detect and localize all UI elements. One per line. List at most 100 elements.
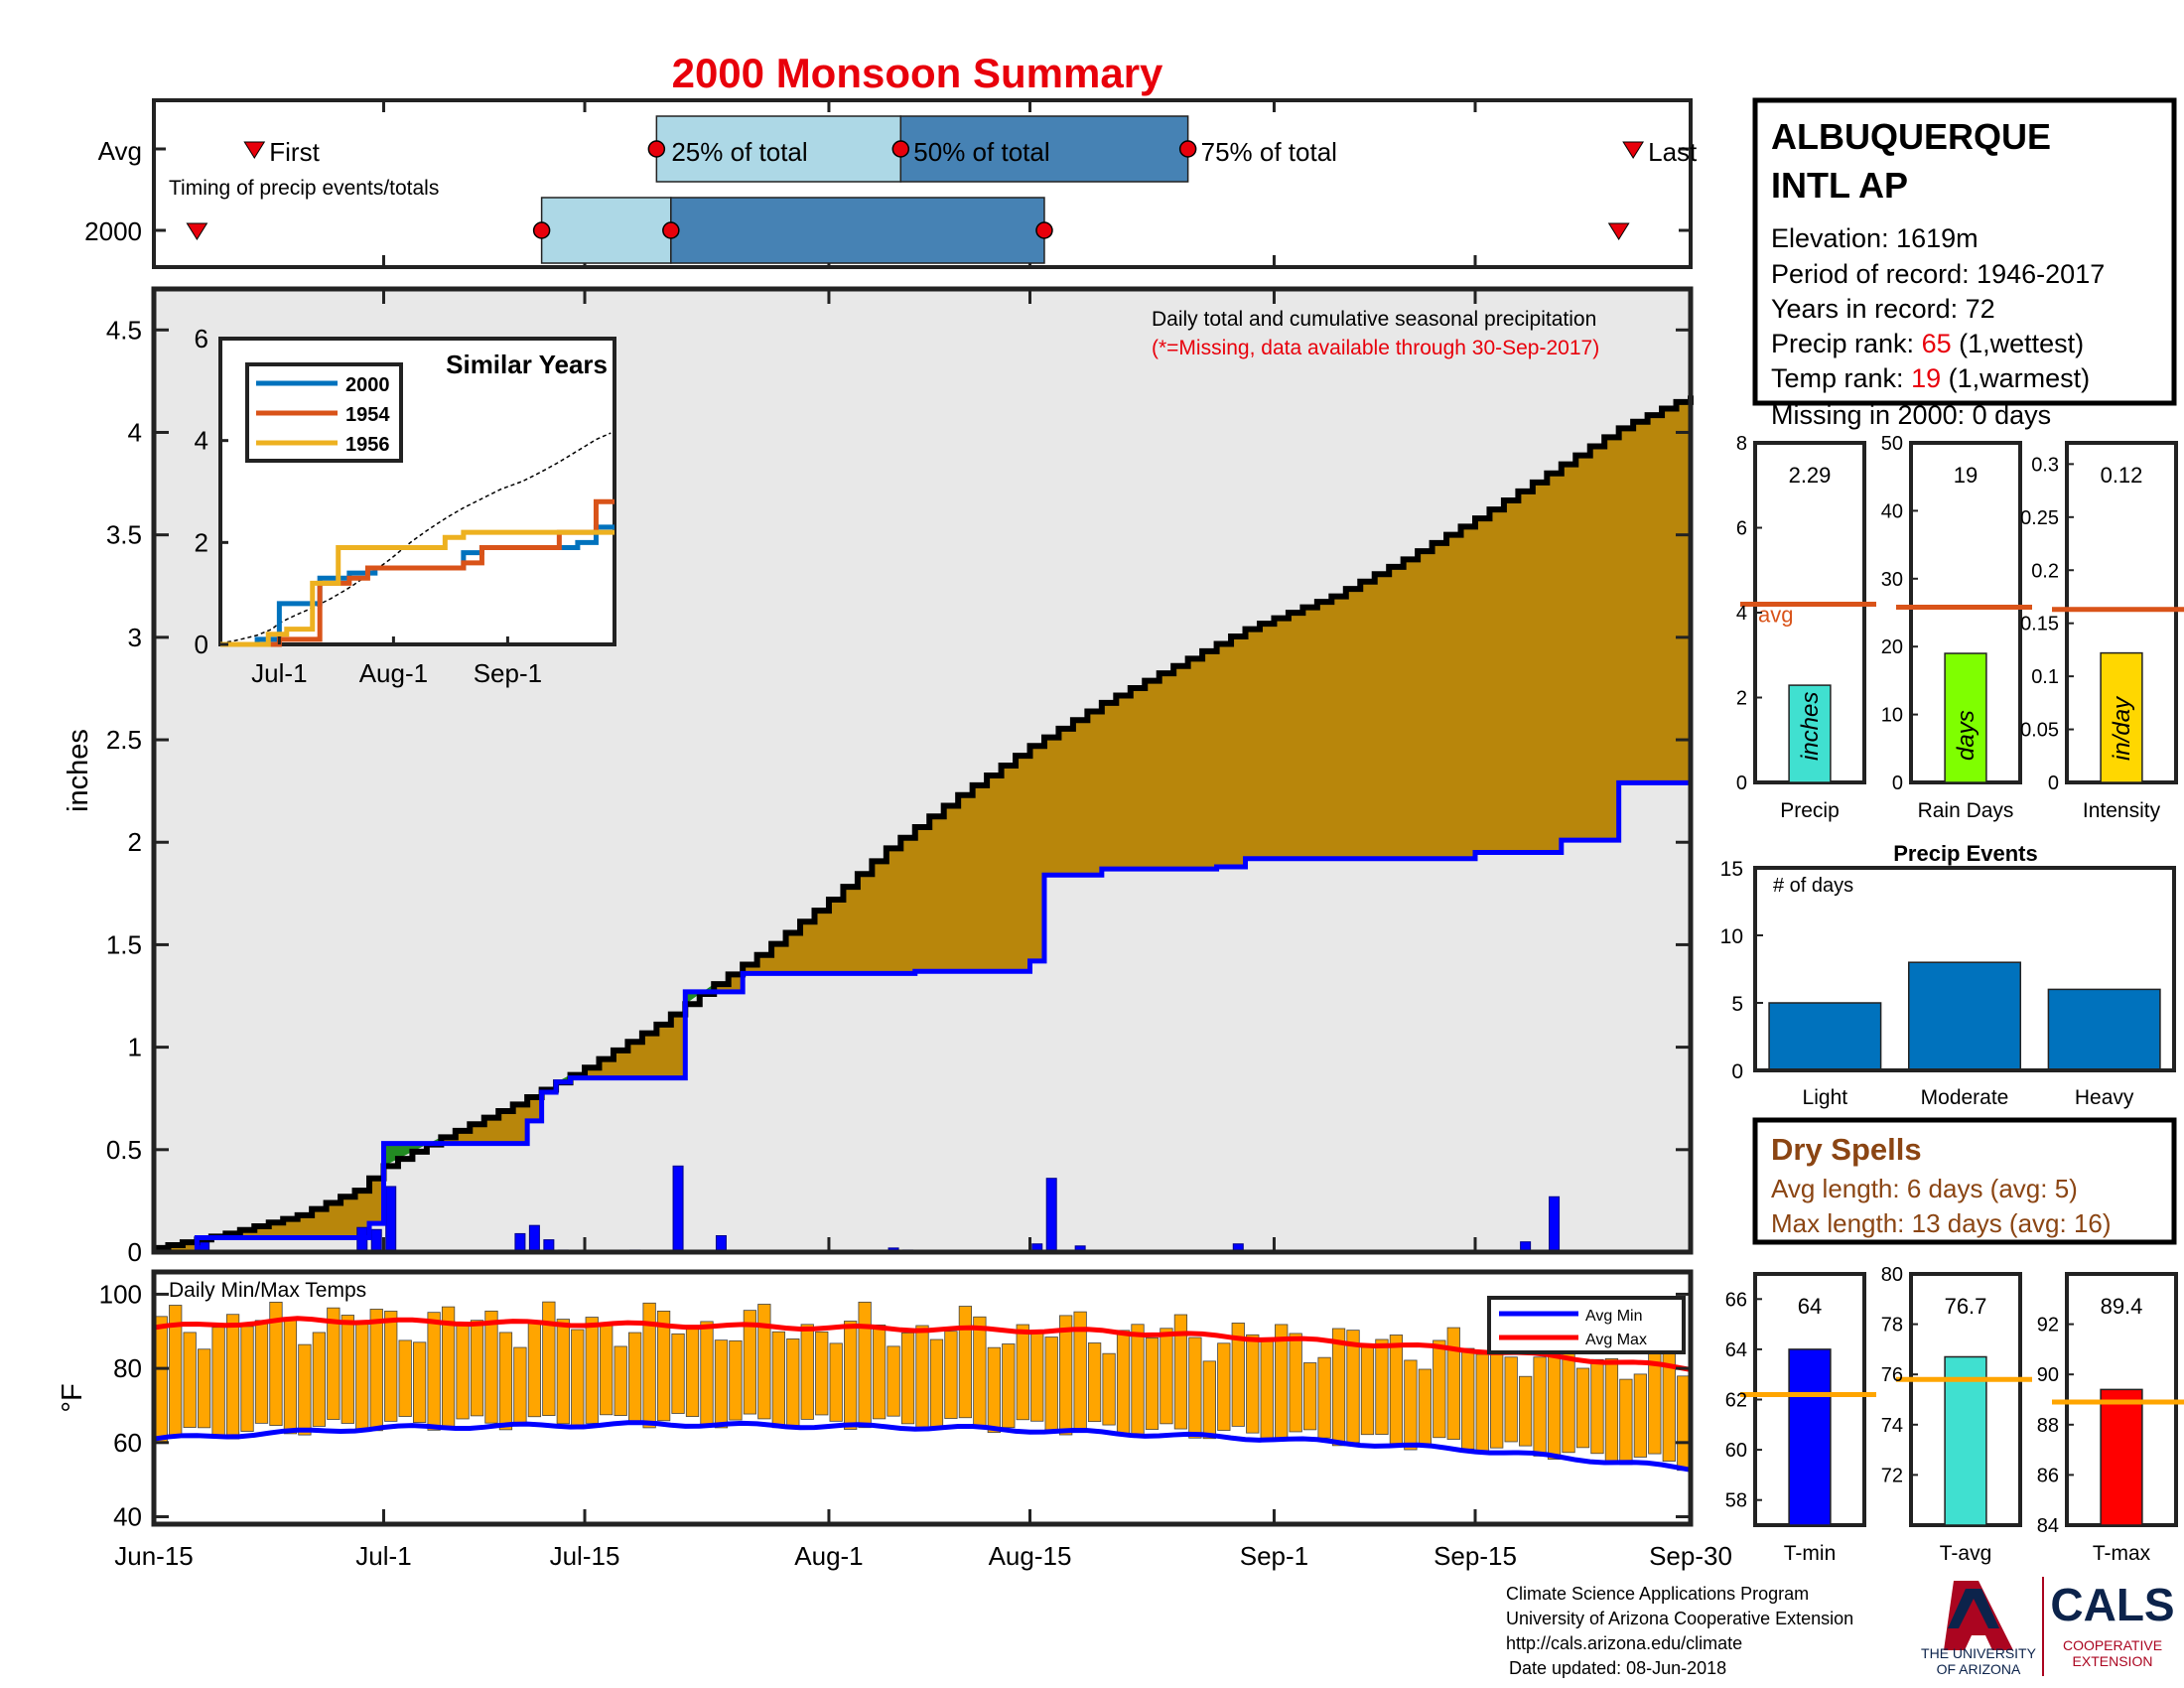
- footer-date: Date updated: 08-Jun-2018: [1509, 1658, 1726, 1678]
- temp-summary-panels: 64 58 60 62 64 66 T-min 76.7 72 74 76 78 80 T-avg 89.4…: [1725, 1264, 2184, 1565]
- summary-ytick-label: 92: [2037, 1315, 2059, 1336]
- temp-legend: Avg Min Avg Max: [1487, 1296, 1686, 1354]
- summary-category-label: T-min: [1784, 1542, 1837, 1565]
- page-title: 2000 Monsoon Summary: [672, 50, 1163, 96]
- daily-temp-bar: [858, 1301, 872, 1429]
- daily-temp-bar: [1030, 1331, 1044, 1422]
- year-cumulative-fill: [154, 782, 1691, 1252]
- summary-ytick-label: 66: [1725, 1289, 1747, 1311]
- x-tick-label: Sep-15: [1433, 1541, 1517, 1571]
- daily-temp-bar: [771, 1331, 785, 1429]
- precip-event-category-label: Heavy: [2075, 1086, 2134, 1109]
- daily-temp-bar: [484, 1310, 498, 1424]
- temp-ytick-label: 80: [113, 1353, 142, 1383]
- daily-temp-bar: [1490, 1342, 1504, 1449]
- timing-year-last-triangle: [1607, 222, 1630, 240]
- daily-temp-bar: [183, 1332, 197, 1428]
- shared-x-axis: Jun-15 Jul-1 Jul-15 Aug-1 Aug-15 Sep-1 Sep-15 S…: [114, 1509, 1732, 1571]
- daily-precip-bar: [514, 1232, 526, 1253]
- daily-temp-bar: [642, 1302, 656, 1429]
- x-tick-label: Jul-1: [355, 1541, 411, 1571]
- daily-temp-bar: [1202, 1360, 1216, 1440]
- summary-value-label: 19: [1954, 463, 1978, 488]
- summary-ytick-label: 62: [1725, 1390, 1747, 1412]
- temp-y-ticks: 40 60 80 100: [99, 1279, 1691, 1532]
- daily-temp-bar: [269, 1301, 283, 1426]
- summary-ytick-label: 78: [1881, 1315, 1903, 1336]
- daily-temp-bar: [757, 1304, 771, 1420]
- summary-ytick-label: 30: [1881, 569, 1903, 591]
- main-ytick-label: 1.5: [106, 929, 142, 959]
- summary-ytick-label: 80: [1881, 1264, 1903, 1286]
- main-plot-area: [154, 395, 1694, 1255]
- precip-event-bar-heavy: [2047, 988, 2161, 1071]
- university-of-arizona-logo: THE UNIVERSITY OF ARIZONA CALS COOPERATI…: [1921, 1577, 2175, 1677]
- summary-panel-t-min: 64 58 60 62 64 66 T-min: [1725, 1272, 1876, 1565]
- ua-block-a-blue: [1948, 1589, 1999, 1628]
- summary-panel-t-max: 89.4 84 86 88 90 92 T-max: [2037, 1272, 2184, 1565]
- daily-temp-bar: [1575, 1367, 1590, 1449]
- legend-label-avg-min: Avg Min: [1585, 1308, 1643, 1325]
- x-tick-label: Sep-30: [1649, 1541, 1732, 1571]
- main-y-ticks: 0 0.5 1 1.5 2 2.5 3 3.5 4 4.5: [106, 289, 1691, 1267]
- daily-temp-bar: [714, 1339, 729, 1429]
- summary-ytick-label: 86: [2037, 1465, 2059, 1486]
- station-name-line2: INTL AP: [1771, 165, 1908, 206]
- daily-temp-bar: [341, 1315, 354, 1424]
- station-missing: Missing in 2000: 0 days: [1771, 400, 2051, 430]
- daily-temp-bar: [1446, 1327, 1460, 1440]
- timing-50-label: 50% of total: [913, 137, 1049, 167]
- daily-temp-bar: [614, 1345, 627, 1416]
- summary-unit-label: in/day: [2109, 695, 2135, 761]
- summary-ytick-label: 0.2: [2031, 560, 2059, 582]
- daily-temp-bar: [1633, 1373, 1647, 1458]
- dry-spells-avg-length: Avg length: 6 days (avg: 5): [1771, 1174, 2078, 1203]
- timing-first-label: First: [269, 137, 320, 167]
- daily-temp-bar: [1231, 1323, 1245, 1427]
- legend-label-2000: 2000: [345, 374, 390, 396]
- daily-temp-bar: [1590, 1358, 1604, 1455]
- inset-avg-line: [219, 432, 612, 644]
- daily-temp-bar: [786, 1338, 800, 1429]
- daily-temp-bar: [1145, 1336, 1160, 1430]
- daily-precip-bar: [672, 1165, 684, 1253]
- daily-temp-bar: [1260, 1339, 1274, 1443]
- daily-precip-bar: [528, 1224, 540, 1253]
- daily-temp-bar: [1173, 1314, 1188, 1430]
- main-y-label: inches: [63, 729, 94, 812]
- timing-ticks: [154, 100, 1691, 267]
- daily-temp-bar: [1317, 1356, 1331, 1439]
- summary-category-label: Precip: [1780, 799, 1840, 822]
- daily-temp-bar: [872, 1324, 887, 1420]
- timing-25-label: 25% of total: [671, 137, 807, 167]
- inset-xtick-label: Sep-1: [474, 658, 542, 688]
- station-elevation: Elevation: 1619m: [1771, 223, 1979, 253]
- inset-ytick-label: 2: [195, 527, 208, 557]
- daily-temp-bar: [1562, 1347, 1575, 1454]
- legend-label-1956: 1956: [345, 434, 390, 456]
- daily-temp-bar: [915, 1325, 929, 1432]
- summary-bar-panels: 2.29 inches avg 0 2 4 6 8 Precip 19 days 0 10 20 30 40 5…: [1736, 433, 2184, 822]
- daily-precip-bar: [370, 1228, 382, 1253]
- main-ytick-label: 3: [128, 623, 142, 652]
- daily-temp-bar: [240, 1326, 254, 1432]
- summary-bar-t-max: [2100, 1388, 2143, 1526]
- station-info-box: ALBUQUERQUE INTL AP Elevation: 1619m Per…: [1752, 97, 2177, 406]
- station-period: Period of record: 1946-2017: [1771, 259, 2105, 289]
- daily-temp-bar: [1518, 1375, 1533, 1447]
- summary-unit-label: days: [1953, 710, 1979, 761]
- ua-block-a-red: [1944, 1581, 2013, 1650]
- precip-rank-prefix: Precip rank:: [1771, 329, 1922, 358]
- inset-line-1956: [220, 529, 614, 647]
- daily-precip-bar: [1549, 1196, 1561, 1253]
- summary-panel-rain-days: 19 days 0 10 20 30 40 50 Rain Days: [1881, 433, 2032, 822]
- daily-temp-bar: [815, 1331, 829, 1416]
- daily-temp-bar: [470, 1320, 484, 1417]
- daily-temp-bar: [298, 1343, 312, 1436]
- temp-chart-label: Daily Min/Max Temps: [169, 1279, 366, 1302]
- daily-temp-bar: [1059, 1315, 1073, 1436]
- year-cumulative-line: [154, 779, 1691, 1255]
- x-tick-label: Aug-1: [794, 1541, 863, 1571]
- main-chart-missing-note: (*=Missing, data available through 30-Se…: [1152, 337, 1599, 359]
